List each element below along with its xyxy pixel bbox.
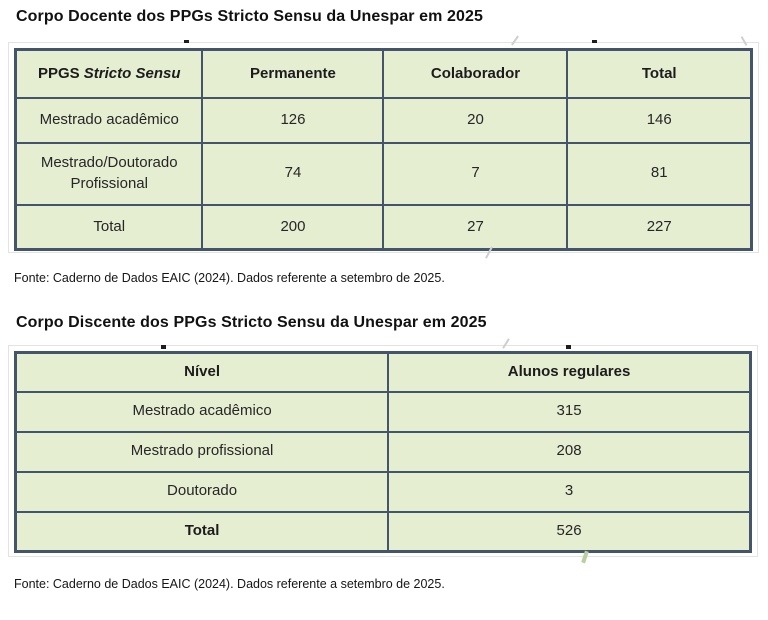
docente-header-row: PPGS Stricto Sensu Permanente Colaborado… [14,48,753,99]
row-label: Mestrado acadêmico [14,390,390,433]
cell-colaborador: 7 [382,141,569,206]
cell-total: 81 [566,141,753,206]
cell-alunos: 315 [387,390,752,433]
table-row: Mestrado acadêmico 126 20 146 [14,96,753,144]
discente-header-row: Nível Alunos regulares [14,351,752,393]
cell-alunos: 208 [387,430,752,473]
discente-header-alunos: Alunos regulares [387,351,752,393]
docente-header-permanente: Permanente [201,48,385,99]
table-row: Mestrado/Doutorado Profissional 74 7 81 [14,141,753,206]
total-colaborador: 27 [382,203,569,251]
row-label: Mestrado acadêmico [14,96,204,144]
total-row-label: Total [14,510,390,553]
discente-header-nivel: Nível [14,351,390,393]
total-row: Total 200 27 227 [14,203,753,251]
row-label: Mestrado profissional [14,430,390,473]
table-row: Doutorado 3 [14,470,752,513]
docente-table-image: PPGS Stricto Sensu Permanente Colaborado… [8,42,759,253]
total-row: Total 526 [14,510,752,553]
table-row: Mestrado profissional 208 [14,430,752,473]
row-label: Mestrado/Doutorado Profissional [14,141,204,206]
docente-table: PPGS Stricto Sensu Permanente Colaborado… [14,48,753,251]
cell-total: 146 [566,96,753,144]
total-total: 227 [566,203,753,251]
cell-permanente: 74 [201,141,385,206]
docente-header-total: Total [566,48,753,99]
table-row: Mestrado acadêmico 315 [14,390,752,433]
total-permanente: 200 [201,203,385,251]
docente-header-ppgs-prefix: PPGS [37,64,84,82]
docente-section-title: Corpo Docente dos PPGs Stricto Sensu da … [16,8,483,25]
discente-section-title: Corpo Discente dos PPGs Stricto Sensu da… [16,314,487,331]
cell-colaborador: 20 [382,96,569,144]
row-label: Doutorado [14,470,390,513]
total-row-label: Total [14,203,204,251]
total-alunos: 526 [387,510,752,553]
docente-source-note: Fonte: Caderno de Dados EAIC (2024). Dad… [14,271,445,285]
docente-header-ppgs-italic: Stricto Sensu [83,64,181,82]
discente-table-image: Nível Alunos regulares Mestrado acadêmic… [8,345,758,557]
docente-header-colaborador: Colaborador [382,48,569,99]
cell-alunos: 3 [387,470,752,513]
cell-permanente: 126 [201,96,385,144]
discente-source-note: Fonte: Caderno de Dados EAIC (2024). Dad… [14,577,445,591]
docente-header-ppgs: PPGS Stricto Sensu [14,48,204,99]
discente-table: Nível Alunos regulares Mestrado acadêmic… [14,351,752,553]
